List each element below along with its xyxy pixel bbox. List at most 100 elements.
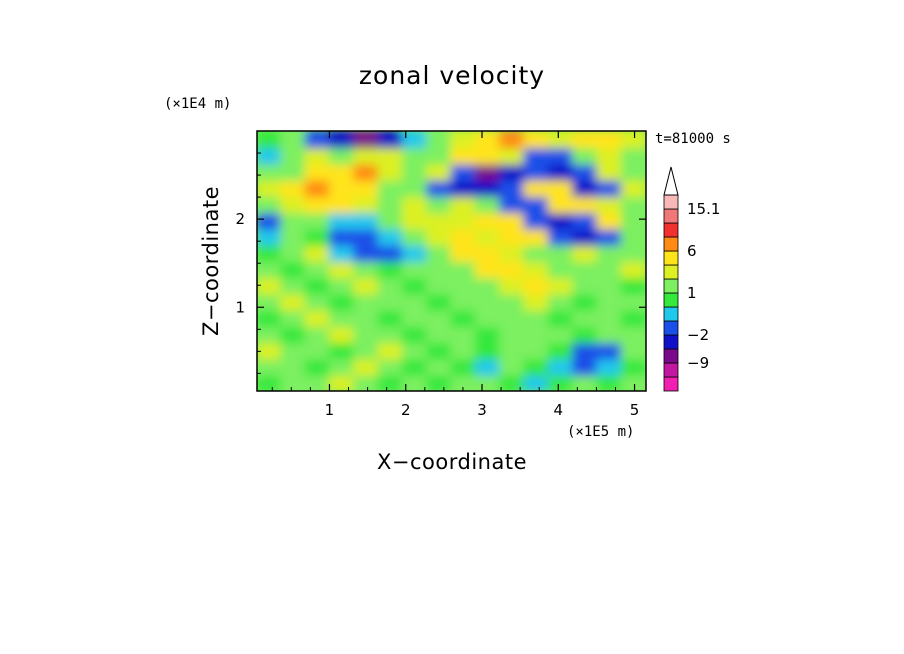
field-cell [328,227,356,246]
field-cell [450,276,477,295]
field-cell [547,276,575,295]
field-cell [304,276,331,295]
field-cell [257,178,283,198]
field-cell [304,308,331,328]
field-cell [450,373,477,391]
field-cell [328,131,356,149]
field-cell [280,325,307,344]
field-cell [572,341,599,360]
field-cell [377,146,404,165]
field-cell [620,373,646,391]
field-cell [401,276,429,295]
field-cell [596,178,623,198]
field-cell [426,341,453,360]
field-cell [523,260,550,279]
field-cell [450,146,477,165]
field-cell [523,211,550,230]
field-cell [450,195,477,214]
field-cell [401,211,429,230]
field-cell [304,325,331,344]
field-cell [304,195,331,214]
field-cell [401,146,429,165]
plot-frame [256,130,647,392]
field-cell [328,325,356,344]
colorbar: 15.1 6 1 −2 −9 [663,166,720,392]
field-cell [499,357,526,376]
field-cell [474,276,502,295]
y-multiplier: (×1E4 m) [164,96,231,112]
field-cell [353,341,380,360]
field-cell [620,260,646,279]
colorbar-tick-label: −2 [687,326,709,344]
field-cell [328,211,356,230]
chart-title: zonal velocity [359,61,545,90]
field-cell [572,292,599,311]
field-cell [523,162,550,181]
field-cell [257,292,283,311]
field-cell [523,178,550,198]
colorbar-swatch [663,250,679,266]
field-cell [474,162,502,181]
field-cell [547,162,575,181]
field-cell [353,243,380,263]
field-cell [474,211,502,230]
field-cell [426,243,453,263]
field-cell [523,276,550,295]
field-cell [304,260,331,279]
field-cell [257,276,283,295]
field-cell [401,325,429,344]
field-cell [426,211,453,230]
field-cell [280,162,307,181]
colorbar-extend-arrow [663,166,679,196]
field-cell [304,131,331,149]
field-cell [401,373,429,391]
field-cell [572,325,599,344]
field-cell [474,178,502,198]
y-axis: 12 [235,152,646,374]
colorbar-swatch [663,320,679,336]
field-cell [328,260,356,279]
field-cell [450,227,477,246]
field-cell [596,325,623,344]
field-cell [426,260,453,279]
field-cell [257,227,283,246]
field-cell [499,292,526,311]
field-cell [450,131,477,149]
field-cell [499,211,526,230]
field-cell [377,243,404,263]
field-cell [328,276,356,295]
field-cell [426,325,453,344]
field-cell [328,357,356,376]
field-cell [450,178,477,198]
field-cell [304,146,331,165]
field-cell [426,178,453,198]
field-cell [450,162,477,181]
x-tick-label: 5 [630,401,640,419]
field-cell [401,243,429,263]
field-cell [523,373,550,391]
field-cell [377,292,404,311]
field-cell [547,178,575,198]
field-cell [474,195,502,214]
field-cell [377,373,404,391]
field-cell [304,292,331,311]
field-cell [572,308,599,328]
field-cell [474,341,502,360]
field-cell [450,243,477,263]
field-cell [499,325,526,344]
field-cell [572,146,599,165]
field-cell [280,373,307,391]
field-cell [596,227,623,246]
field-cell [377,357,404,376]
field-cell [280,243,307,263]
field-cell [547,341,575,360]
field-cell [523,131,550,149]
field-cell [499,260,526,279]
field-cell [353,211,380,230]
field-cell [620,357,646,376]
field-cell [353,260,380,279]
field-cell [304,341,331,360]
field-cell [474,292,502,311]
field-cell [328,308,356,328]
